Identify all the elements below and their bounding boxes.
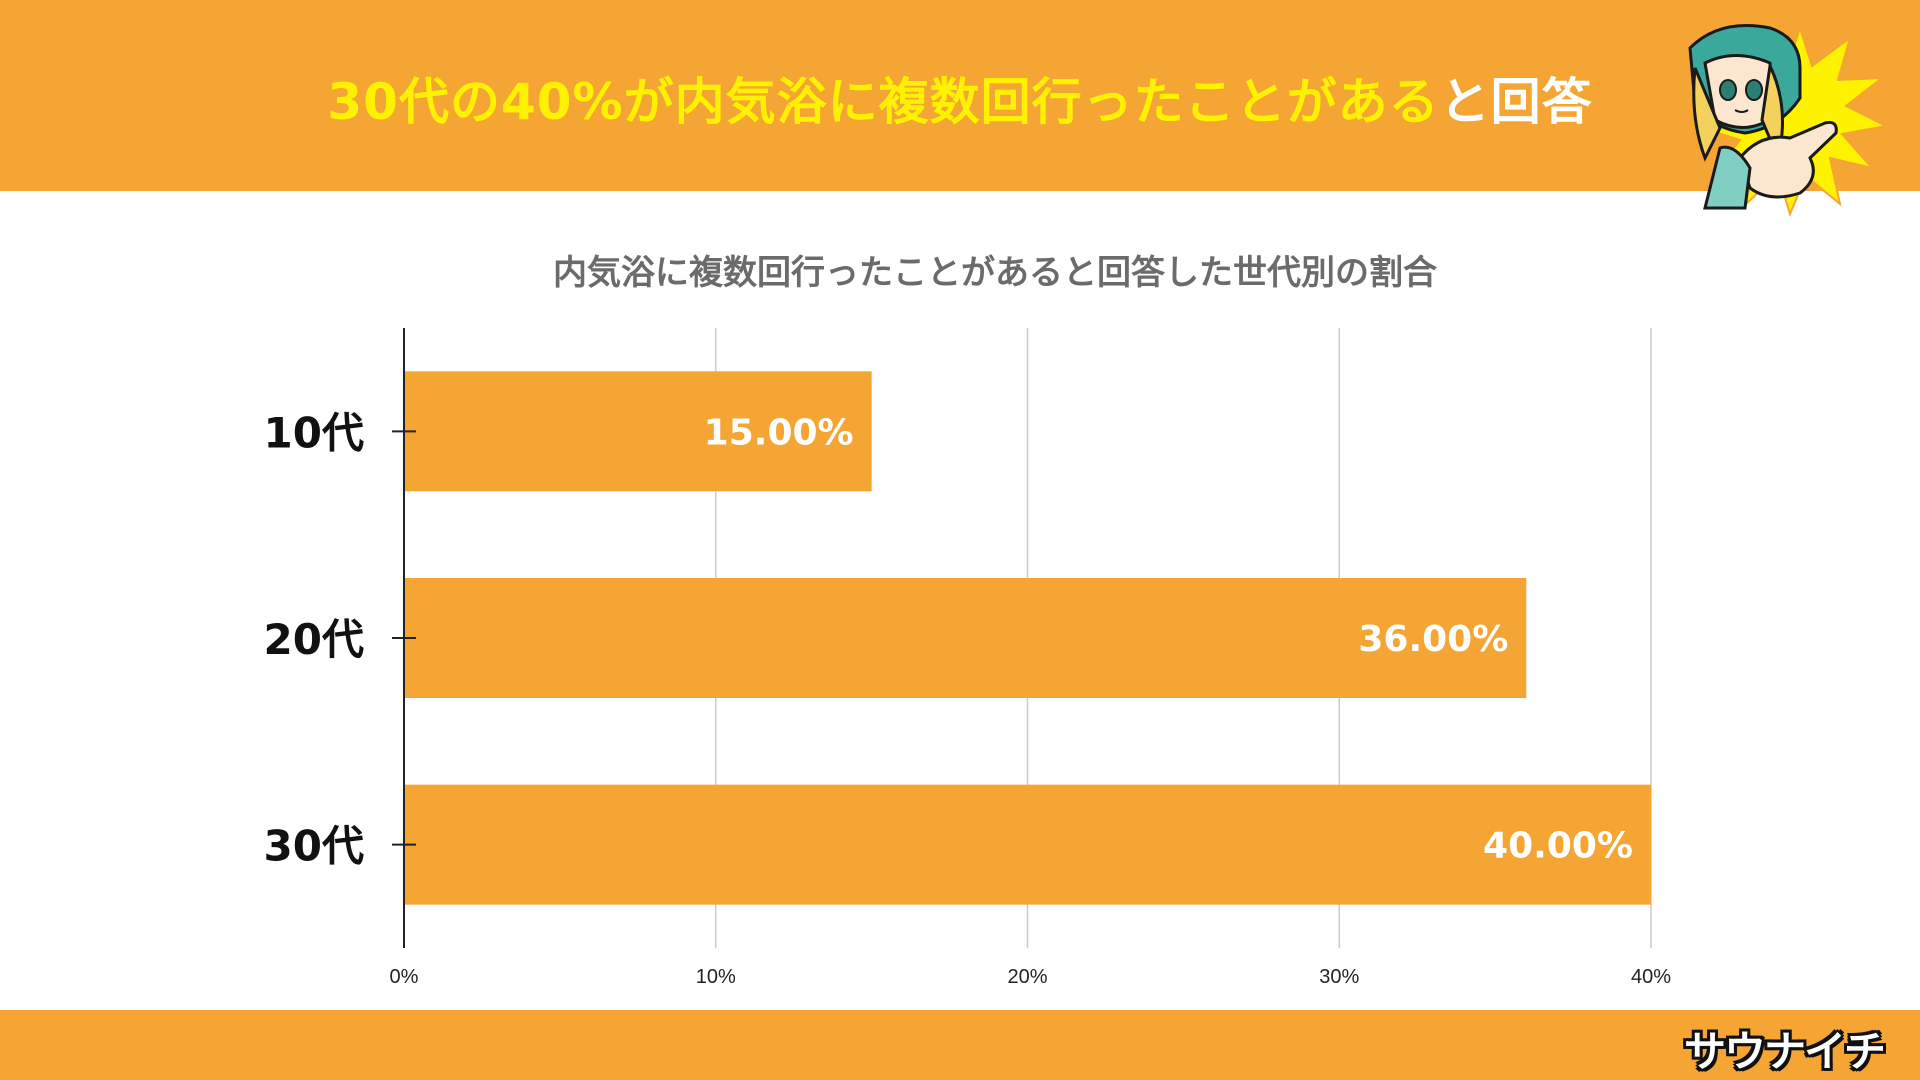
data-label: 40.00% — [1483, 826, 1633, 867]
category-label: 10代 — [264, 408, 364, 457]
data-label: 15.00% — [704, 412, 854, 453]
x-tick-label: 0% — [390, 966, 419, 988]
x-tick-label: 20% — [1007, 966, 1047, 988]
x-tick-label: 40% — [1631, 966, 1671, 988]
bar-chart: 0% 10% 20% 30% 40% 10代 15.00% 20代 36.00% 30代 40.00… — [264, 328, 1671, 988]
pointing-girl-mascot-icon — [1688, 24, 1890, 217]
bar — [404, 784, 1651, 905]
brand-logo: サウナイチ — [1683, 1027, 1886, 1076]
chart-title: 内気浴に複数回行ったことがあると回答した世代別の割合 — [553, 253, 1437, 293]
data-label: 36.00% — [1358, 619, 1508, 660]
page-title-rest: と回答 — [1439, 73, 1593, 131]
bar — [404, 578, 1527, 698]
x-tick-label: 30% — [1319, 966, 1359, 988]
category-label: 20代 — [264, 615, 364, 664]
page-title-highlight: 30代の40%が内気浴に複数回行ったことがある — [327, 73, 1440, 131]
x-tick-label: 10% — [696, 966, 736, 988]
header-banner: 30代の40%が内気浴に複数回行ったことがあると回答 — [0, 0, 1920, 217]
category-label: 30代 — [264, 822, 364, 871]
page-title: 30代の40%が内気浴に複数回行ったことがあると回答 — [0, 62, 1920, 134]
footer-banner: サウナイチ — [0, 1010, 1920, 1080]
bar — [404, 371, 872, 492]
